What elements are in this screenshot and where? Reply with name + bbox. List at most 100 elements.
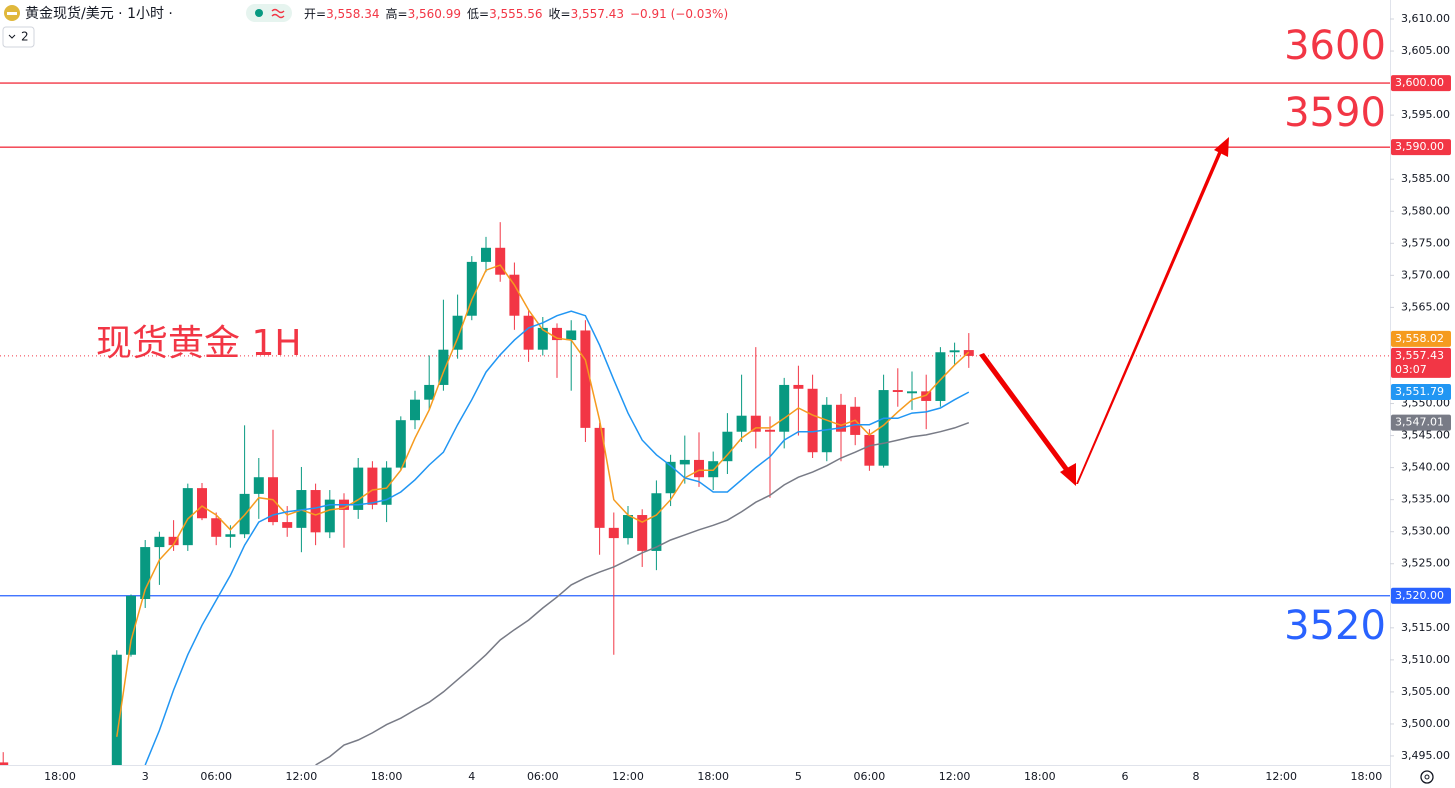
- candle-body: [637, 515, 648, 551]
- delay-icon: [271, 8, 285, 19]
- candle-body: [154, 536, 165, 548]
- ohlc-value: 3,555.56: [489, 7, 542, 21]
- candle-body: [111, 654, 122, 765]
- candle-body: [253, 477, 264, 494]
- candle-body: [552, 327, 562, 341]
- candle-body: [126, 595, 136, 655]
- candle-body: [821, 404, 832, 453]
- indicator-toggle[interactable]: [2, 26, 35, 48]
- ma-badge: [1391, 330, 1451, 347]
- candle-body: [182, 488, 193, 546]
- candle-body: [892, 390, 903, 392]
- candle-body: [211, 518, 222, 537]
- x-tick-label: 18:00: [1024, 770, 1056, 783]
- x-tick-label: 12:00: [939, 770, 971, 783]
- moving-average: [144, 310, 970, 765]
- ma-badge-label: 3,547.01: [1395, 416, 1444, 429]
- ohlc-readout: 开=3,558.34 高=3,560.99 低=3,555.56 收=3,557.43…: [304, 6, 728, 21]
- y-tick-label: 3,575.00: [1401, 236, 1450, 249]
- x-tick-label: 18:00: [1351, 770, 1383, 783]
- x-tick-label: 18:00: [371, 770, 403, 783]
- x-tick-label: 12:00: [286, 770, 318, 783]
- ohlc-value: 3,558.34: [326, 7, 379, 21]
- candle-body: [793, 384, 804, 389]
- candle-body: [168, 536, 179, 546]
- y-tick-label: 3,525.00: [1401, 557, 1450, 570]
- price-badge-label: 3,557.43: [1395, 349, 1444, 362]
- candle-body: [921, 391, 932, 401]
- level-badge-label: 3,520.00: [1395, 589, 1444, 602]
- candle-body: [140, 547, 151, 599]
- status-pill[interactable]: [246, 4, 292, 22]
- x-tick-label: 06:00: [200, 770, 232, 783]
- level-badge: [1391, 139, 1451, 156]
- y-tick-label: 3,610.00: [1401, 12, 1450, 25]
- countdown: 03:07: [1395, 363, 1427, 376]
- ma-badge: [1391, 414, 1451, 431]
- ma-badge-label: 3,558.02: [1395, 332, 1444, 345]
- candle-body: [566, 330, 577, 341]
- ohlc-label: 高=: [386, 6, 408, 21]
- candle-body: [765, 429, 775, 432]
- candle-body: [296, 490, 307, 528]
- plot-area: [0, 82, 1390, 765]
- x-tick-label: 12:00: [1265, 770, 1297, 783]
- candle-body: [367, 467, 378, 505]
- ma-badge-label: 3,551.79: [1395, 385, 1444, 398]
- candle-body: [750, 415, 761, 432]
- candle-body: [878, 390, 889, 466]
- ohlc-label: 低=: [467, 7, 489, 21]
- settings-icon[interactable]: [1420, 770, 1434, 784]
- candle-body: [523, 315, 534, 350]
- x-tick-label: 8: [1193, 770, 1200, 783]
- level-badge: [1391, 75, 1451, 92]
- candle-body: [495, 247, 506, 275]
- candle-body: [282, 522, 293, 528]
- y-tick-label: 3,540.00: [1401, 461, 1450, 474]
- y-tick-label: 3,500.00: [1401, 717, 1450, 730]
- candle-body: [424, 384, 435, 400]
- candle-body: [197, 488, 207, 519]
- price-badge: [1391, 347, 1451, 378]
- x-tick-label: 18:00: [697, 770, 729, 783]
- level-text: 3520: [1284, 603, 1386, 649]
- change: −0.91 (−0.03%): [630, 7, 728, 21]
- candle-body: [651, 493, 662, 551]
- ohlc-value: 3,557.43: [571, 7, 624, 21]
- candle-body: [679, 459, 690, 465]
- y-tick-label: 3,530.00: [1401, 525, 1450, 538]
- candle-body: [807, 388, 818, 453]
- gear-core: [1424, 774, 1430, 780]
- x-tick-label: 4: [468, 770, 475, 783]
- y-tick-label: 3,585.00: [1401, 172, 1450, 185]
- candle-body: [0, 762, 9, 765]
- candle-body: [225, 534, 236, 537]
- candle-body: [381, 467, 392, 505]
- x-tick-label: 06:00: [854, 770, 886, 783]
- candle-body: [665, 461, 676, 494]
- level-badge: [1391, 587, 1451, 604]
- candle-body: [935, 352, 946, 401]
- annotation: 现货黄金 1H: [96, 323, 301, 364]
- arrow-up-head: [1214, 137, 1229, 157]
- ma-badge: [1391, 384, 1451, 401]
- candle-body: [594, 427, 605, 528]
- symbol-title[interactable]: 黄金现货/美元 · 1小时 ·: [25, 5, 173, 22]
- level-text: 3590: [1284, 90, 1386, 136]
- candle-body: [907, 391, 917, 394]
- ohlc-label: 开=: [304, 7, 326, 21]
- market-status-dot: [255, 9, 263, 17]
- candle-body: [623, 515, 633, 539]
- y-tick-label: 3,510.00: [1401, 653, 1450, 666]
- candle-body: [694, 459, 704, 478]
- x-tick-label: 5: [795, 770, 802, 783]
- candle-body: [509, 274, 520, 316]
- arrow-down-shaft: [979, 353, 1070, 473]
- y-tick-label: 3,580.00: [1401, 204, 1450, 217]
- level-badge-label: 3,600.00: [1395, 76, 1444, 89]
- candle-body: [466, 261, 477, 316]
- projection-arrow: [979, 137, 1229, 486]
- indicator-count: 2: [21, 30, 29, 44]
